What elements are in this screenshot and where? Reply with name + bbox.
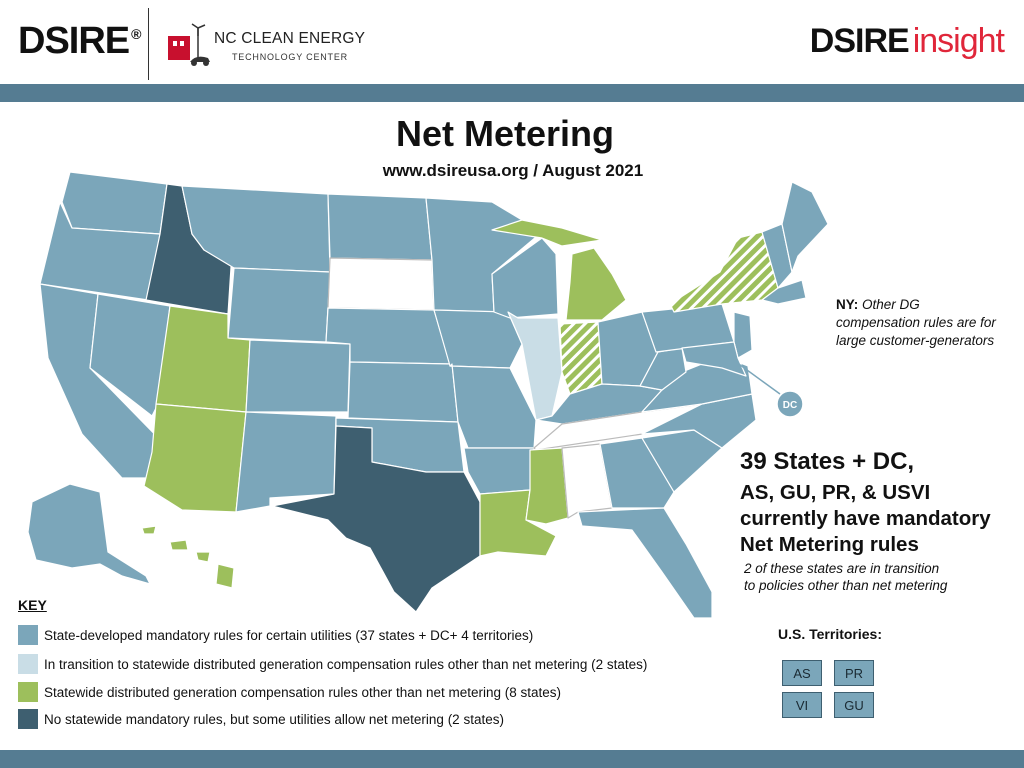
dc-pointer-line	[735, 361, 781, 395]
bottom-banner-bar	[0, 750, 1024, 768]
state-south-dakota	[327, 257, 435, 311]
nc-clean-energy-subtitle: TECHNOLOGY CENTER	[232, 52, 348, 62]
state-florida	[577, 507, 713, 619]
state-colorado	[245, 339, 351, 413]
state-virginia	[641, 355, 753, 413]
dsire-logo: DSIRE ®	[18, 20, 142, 62]
state-arizona	[143, 403, 247, 513]
key-item-mandatory: State-developed mandatory rules for cert…	[18, 623, 533, 647]
nc-clean-energy-icon	[168, 23, 210, 66]
key-item-transition: In transition to statewide distributed g…	[18, 652, 647, 676]
page-subtitle: www.dsireusa.org / August 2021	[382, 161, 644, 180]
state-maryland-delaware	[681, 341, 747, 377]
state-west-virginia	[639, 347, 687, 391]
state-alabama	[561, 443, 613, 519]
key-swatch-mandatory	[18, 625, 38, 645]
state-hawaii-1	[141, 525, 157, 535]
state-wyoming	[227, 267, 331, 343]
state-new-mexico	[235, 411, 337, 513]
territories-title: U.S. Territories:	[778, 626, 882, 642]
us-net-metering-map: DC	[27, 172, 829, 619]
state-hawaii-4	[215, 563, 235, 589]
state-north-dakota	[327, 193, 433, 261]
state-georgia	[599, 437, 675, 509]
key-item-no-statewide: No statewide mandatory rules, but some u…	[18, 707, 504, 731]
page-title: Net Metering	[395, 113, 615, 154]
ny-note: NY: Other DG compensation rules are for …	[836, 297, 996, 348]
state-texas	[271, 425, 481, 613]
state-arkansas	[463, 447, 535, 495]
key-item-other-dg: Statewide distributed generation compens…	[18, 680, 561, 704]
summary-headline: 39 States + DC,	[740, 448, 915, 475]
state-mississippi	[525, 447, 569, 525]
state-indiana	[559, 321, 603, 395]
state-massachusetts-ct-ri	[761, 279, 807, 305]
dc-marker	[776, 390, 804, 418]
state-missouri	[449, 363, 537, 449]
summary-note: 2 of these states are in transition to p…	[744, 561, 948, 593]
state-hawaii-3	[195, 551, 211, 563]
territory-gu: GU	[834, 692, 874, 718]
key-swatch-transition	[18, 654, 38, 674]
top-banner-bar	[0, 84, 1024, 102]
territory-as: AS	[782, 660, 822, 686]
header-divider	[148, 8, 149, 80]
territory-pr: PR	[834, 660, 874, 686]
summary-details: AS, GU, PR, & USVI currently have mandat…	[740, 481, 991, 556]
key-swatch-other-dg	[18, 682, 38, 702]
state-kansas	[347, 361, 459, 423]
state-michigan-upper	[491, 219, 603, 247]
state-michigan-lower	[565, 247, 627, 321]
state-maine	[781, 181, 829, 273]
state-hawaii-2	[169, 539, 189, 551]
state-alaska	[27, 483, 151, 585]
key-title: KEY	[18, 597, 47, 613]
state-washington	[61, 172, 168, 235]
dc-label: DC	[783, 400, 797, 411]
dsire-insight-logo: DSIRE insight	[809, 22, 1005, 60]
state-new-jersey	[733, 311, 753, 359]
nc-clean-energy-name: NC CLEAN ENERGY	[214, 30, 366, 47]
key-swatch-no-statewide	[18, 709, 38, 729]
territory-vi: VI	[782, 692, 822, 718]
